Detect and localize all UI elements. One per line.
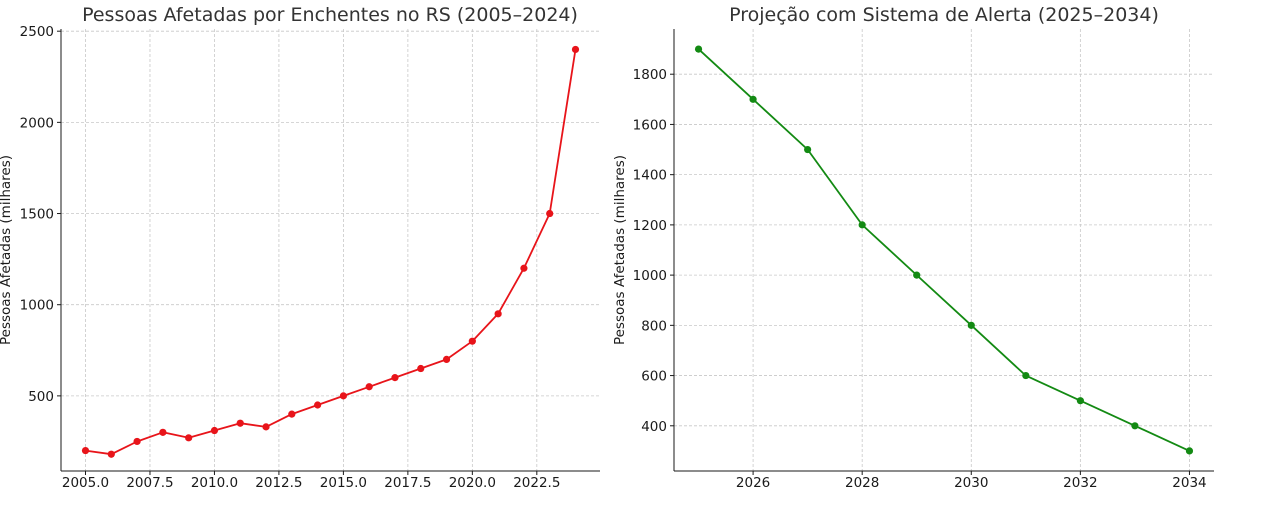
data-point: [236, 419, 244, 427]
chart-2: 2026 2028 2030 2032 2034 400 600 800 1000 1200 140…: [612, 4, 1214, 491]
x-tick-label: 2022.5: [513, 475, 560, 491]
data-point: [804, 145, 812, 154]
data-point: [159, 428, 167, 436]
data-point: [571, 45, 580, 54]
x-tick-label: 2032: [1063, 475, 1097, 491]
x-tick-label: 2034: [1172, 475, 1206, 491]
y-tick-label: 400: [641, 419, 667, 435]
data-point: [391, 374, 399, 382]
y-tick-label: 1000: [633, 268, 667, 284]
y-axis-label: Pessoas Afetadas (milhares): [612, 155, 628, 345]
chart-title: Projeção com Sistema de Alerta (2025–203…: [729, 4, 1159, 26]
data-point: [967, 321, 975, 329]
y-tick-label: 1200: [633, 218, 667, 234]
data-point: [858, 221, 866, 229]
data-point: [1185, 447, 1194, 455]
y-axis-label: Pessoas Afetadas (milhares): [0, 155, 14, 345]
x-tick-label: 2005.0: [62, 475, 109, 491]
chart-1: 2005.0 2007.5 2010.0 2012.5 2015.0 2017.5 2020…: [0, 4, 600, 491]
y-tick-label: 1600: [633, 117, 667, 133]
data-point: [339, 392, 347, 400]
data-point: [185, 434, 193, 442]
data-point: [314, 401, 322, 409]
x-tick-label: 2028: [845, 475, 879, 491]
x-tick-label: 2010.0: [191, 475, 238, 491]
y-tick-label: 1800: [633, 67, 667, 83]
data-point: [494, 310, 502, 318]
series-line: [697, 48, 1190, 452]
data-point: [417, 364, 425, 373]
data-point: [913, 271, 921, 279]
data-point: [210, 426, 219, 435]
data-point: [1076, 397, 1084, 405]
data-point: [694, 45, 703, 53]
x-tick-label: 2012.5: [255, 475, 302, 491]
y-tick-label: 2000: [20, 115, 54, 131]
series-line: [85, 49, 577, 456]
y-tick-label: 2500: [20, 24, 54, 40]
y-tick-label: 800: [641, 318, 667, 334]
x-tick-label: 2007.5: [126, 475, 173, 491]
data-point: [1131, 422, 1139, 430]
x-tick-label: 2026: [736, 475, 770, 491]
x-tick-label: 2020.0: [449, 475, 496, 491]
data-point: [107, 450, 115, 458]
x-tick-label: 2015.0: [320, 475, 367, 491]
data-point: [520, 264, 528, 272]
y-tick-label: 1000: [20, 298, 54, 314]
y-tick-label: 1500: [20, 207, 54, 223]
y-tick-label: 500: [28, 389, 54, 405]
data-point: [546, 209, 554, 218]
x-tick-label: 2017.5: [384, 475, 431, 491]
data-point: [288, 410, 296, 418]
data-point: [749, 95, 757, 103]
chart-title: Pessoas Afetadas por Enchentes no RS (20…: [82, 4, 578, 26]
data-point: [133, 437, 141, 446]
x-tick-label: 2030: [954, 475, 988, 491]
data-point: [1022, 371, 1030, 380]
data-point: [262, 423, 270, 431]
data-point: [442, 355, 451, 364]
data-point: [81, 446, 90, 455]
data-point: [468, 337, 476, 345]
y-tick-label: 1400: [633, 168, 667, 184]
y-tick-label: 600: [641, 369, 667, 385]
data-point: [365, 383, 373, 391]
